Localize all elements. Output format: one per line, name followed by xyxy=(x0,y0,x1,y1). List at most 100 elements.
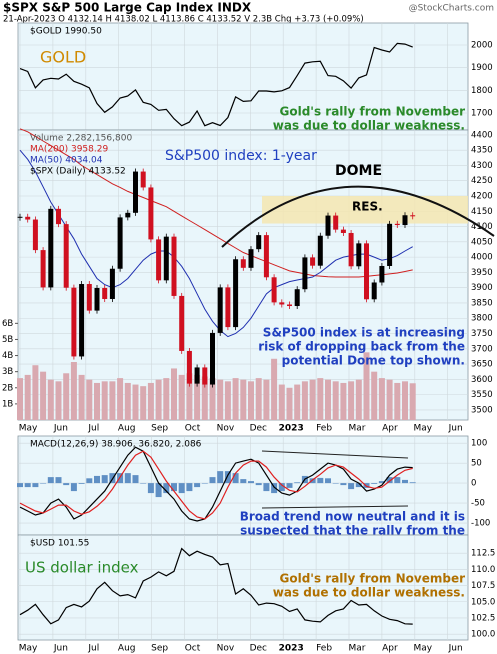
candle xyxy=(310,257,316,266)
bar xyxy=(317,378,324,420)
bar xyxy=(294,384,301,420)
annotation: DOME xyxy=(335,163,382,179)
trend-line xyxy=(261,450,409,459)
x-tick-label: Dec xyxy=(250,644,267,654)
candle xyxy=(133,171,138,213)
header-quote: 21-Apr-2023 O 4132.14 H 4138.02 L 4113.8… xyxy=(3,15,364,25)
bar xyxy=(355,379,362,420)
annotation: RES. xyxy=(352,200,383,214)
bar xyxy=(248,381,254,420)
panel-title: S&P500 index: 1-year xyxy=(165,148,317,164)
annotation: suspected that the rally from the xyxy=(240,524,465,538)
legend-entry: MACD(12,26,9) 38.906, 36.820, 2.086 xyxy=(30,440,202,450)
line-series xyxy=(19,547,413,625)
candle xyxy=(202,367,208,385)
panel xyxy=(17,435,469,536)
candle xyxy=(279,302,285,305)
annotation: was due to dollar weakness. xyxy=(273,119,465,133)
line-series xyxy=(19,450,413,520)
x-tick-label: May xyxy=(19,644,38,654)
annotation: Gold's rally from November xyxy=(280,572,466,586)
candle xyxy=(379,265,385,283)
bar xyxy=(40,483,47,484)
y2-tick-label: 2B xyxy=(2,383,13,393)
candle xyxy=(71,287,77,357)
bar xyxy=(286,483,293,488)
bar xyxy=(217,471,224,484)
resistance-band xyxy=(262,196,468,224)
x-tick-label: Mar xyxy=(349,424,366,434)
candle xyxy=(302,257,308,290)
x-tick-label: Aug xyxy=(118,644,136,654)
bar xyxy=(386,379,393,420)
bar xyxy=(194,374,201,420)
candle xyxy=(410,215,416,217)
candle xyxy=(317,235,323,266)
bar xyxy=(63,373,70,420)
bar xyxy=(147,483,154,494)
bar xyxy=(132,384,139,420)
candle xyxy=(325,215,331,236)
bar xyxy=(201,483,208,484)
candle xyxy=(294,289,300,307)
bar xyxy=(47,379,54,420)
candle xyxy=(102,287,108,299)
candle xyxy=(179,295,185,351)
bar xyxy=(155,483,162,498)
x-tick-label: 2023 xyxy=(279,644,304,654)
candle xyxy=(148,187,154,240)
y2-tick-label: 5B xyxy=(2,335,13,345)
bar xyxy=(78,374,85,420)
candle xyxy=(79,284,85,357)
candle xyxy=(394,223,400,226)
y-tick-label: 4300 xyxy=(471,161,493,171)
bar xyxy=(240,379,247,420)
bar xyxy=(325,379,331,420)
x-tick-label: Oct xyxy=(185,644,201,654)
y-tick-label: -50 xyxy=(471,499,485,509)
y-tick-label: 3750 xyxy=(471,329,493,339)
y-tick-label: 1700 xyxy=(471,108,493,118)
bar xyxy=(155,379,162,420)
y-tick-label: 100 xyxy=(471,439,487,449)
bar xyxy=(94,382,100,420)
annotation: Broad trend now neutral and it is xyxy=(240,510,465,524)
bar xyxy=(86,379,93,420)
y-tick-label: -100 xyxy=(471,519,490,529)
y-tick-label: 4150 xyxy=(471,207,493,217)
candle xyxy=(17,216,23,218)
y2-tick-label: 4B xyxy=(2,351,13,361)
bar xyxy=(325,478,331,484)
bar xyxy=(309,379,316,420)
annotation: potential Dome top shown. xyxy=(282,354,465,368)
y-tick-label: 3650 xyxy=(471,360,493,370)
x-tick-label: Jun xyxy=(448,424,463,434)
x-tick-label: Jun xyxy=(53,644,68,654)
bar xyxy=(248,481,254,484)
legend-entry: MA(50) 4034.04 xyxy=(30,156,103,166)
bar xyxy=(332,483,339,484)
y-tick-label: 3500 xyxy=(471,405,493,415)
line-series xyxy=(19,446,413,522)
bar xyxy=(409,482,416,484)
candle xyxy=(233,259,239,328)
bar xyxy=(24,374,31,420)
candle xyxy=(364,243,369,300)
candle xyxy=(32,219,38,251)
bar xyxy=(278,384,285,420)
annotation: S&P500 index is at increasing xyxy=(263,326,465,340)
y-tick-label: 4350 xyxy=(471,146,493,156)
y-tick-label: 3550 xyxy=(471,390,493,400)
bar xyxy=(278,483,285,492)
dome-arc xyxy=(221,185,495,248)
x-tick-label: Oct xyxy=(185,424,201,434)
panel-title: GOLD xyxy=(40,48,86,67)
bar xyxy=(32,483,39,488)
legend-entry: $GOLD 1990.50 xyxy=(30,27,102,37)
bar xyxy=(271,358,278,420)
header-title: $SPX S&P 500 Large Cap Index INDX xyxy=(3,1,252,15)
bar xyxy=(255,483,262,486)
bar xyxy=(394,477,401,484)
bar xyxy=(263,379,270,420)
panel xyxy=(17,534,469,641)
